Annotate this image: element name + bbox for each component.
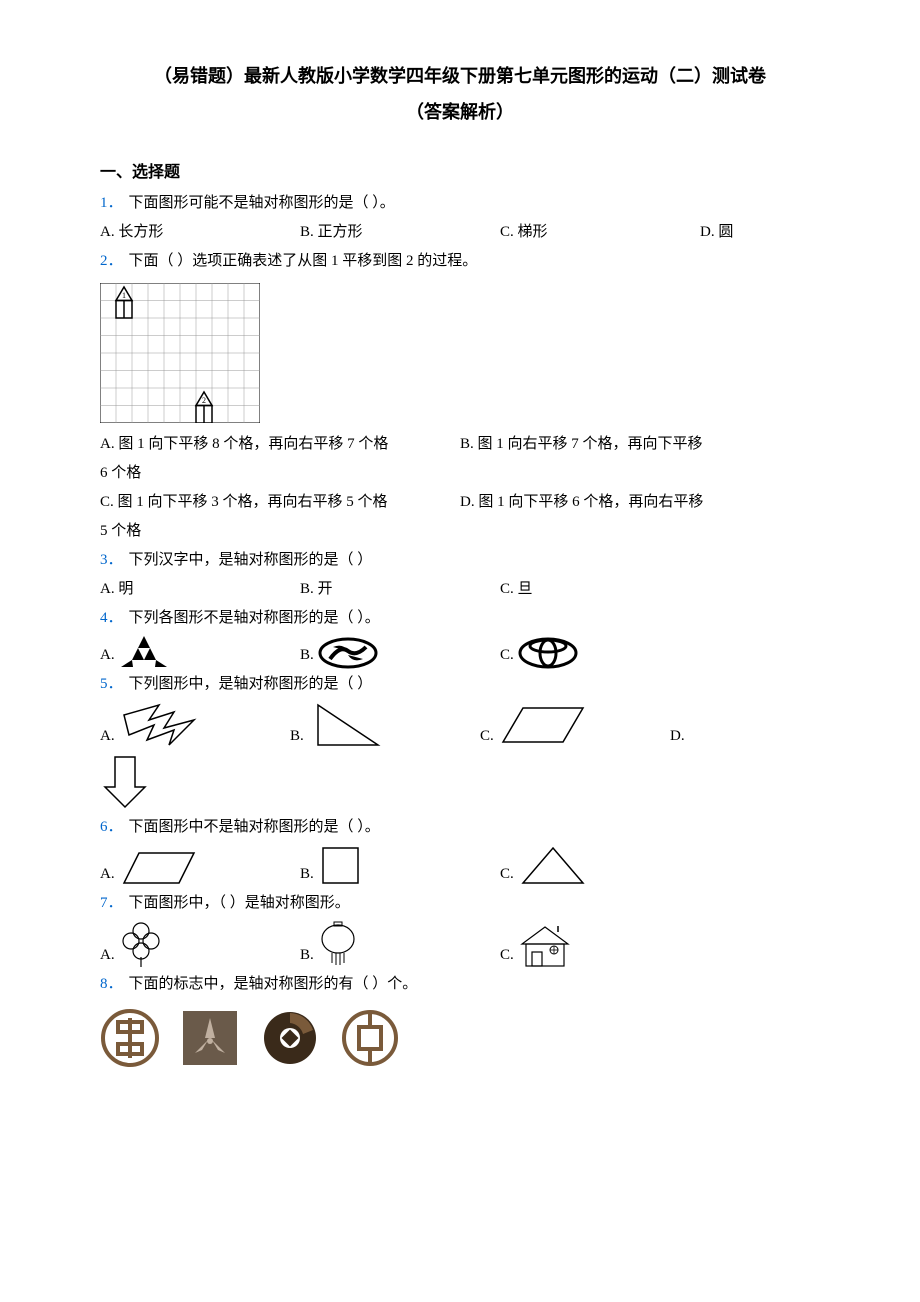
mitsubishi-icon	[119, 634, 169, 669]
opt-C: C.	[480, 700, 670, 750]
opt-C: C.	[500, 919, 700, 969]
q5-d-figure	[100, 752, 820, 812]
page-subtitle: （答案解析）	[100, 96, 820, 128]
down-arrow-icon	[100, 752, 150, 812]
opt-D: D. 图 1 向下平移 6 个格，再向右平移	[460, 489, 703, 516]
q1-options: A. 长方形 B. 正方形 C. 梯形 D. 圆	[100, 219, 820, 246]
opt-label: B.	[290, 723, 304, 750]
opt-label: D.	[670, 723, 685, 750]
opt-label: B.	[300, 642, 314, 669]
question-3: 3． 下列汉字中，是轴对称图形的是（ ）	[100, 547, 820, 574]
q8-logos	[100, 1008, 820, 1068]
opt-A: A. 长方形	[100, 219, 300, 246]
opt-label: C.	[500, 942, 514, 969]
page-title: （易错题）最新人教版小学数学四年级下册第七单元图形的运动（二）测试卷	[100, 60, 820, 92]
svg-text:2: 2	[202, 396, 206, 405]
question-6: 6． 下面图形中不是轴对称图形的是（ ）。	[100, 814, 820, 841]
q5-options: A. B. C. D.	[100, 700, 820, 750]
flower-icon	[119, 919, 164, 969]
opt-label: A.	[100, 642, 115, 669]
opt-D-cont: 5 个格	[100, 518, 820, 545]
opt-label: A.	[100, 942, 115, 969]
opt-B: B.	[290, 700, 480, 750]
q3-options: A. 明 B. 开 C. 旦	[100, 576, 820, 603]
question-7: 7． 下面图形中，（ ）是轴对称图形。	[100, 890, 820, 917]
opt-label: B.	[300, 861, 314, 888]
opt-D: D.	[670, 700, 689, 750]
q-num: 7．	[100, 890, 123, 917]
triangle-icon	[518, 843, 588, 888]
q-num: 5．	[100, 671, 123, 698]
q-text: 下面的标志中，是轴对称图形的有（ ）个。	[129, 971, 418, 998]
q-text: 下列汉字中，是轴对称图形的是（ ）	[129, 547, 373, 574]
opt-A: A. 图 1 向下平移 8 个格，再向右平移 7 个格	[100, 431, 460, 458]
lightning-icon	[119, 700, 199, 750]
opt-B: B. 开	[300, 576, 500, 603]
opt-D: D. 圆	[700, 219, 733, 246]
opt-C: C. 图 1 向下平移 3 个格，再向右平移 5 个格	[100, 489, 460, 516]
opt-label: A.	[100, 861, 115, 888]
q-num: 4．	[100, 605, 123, 632]
opt-label: A.	[100, 723, 115, 750]
opt-B: B.	[300, 634, 500, 669]
opt-A: A.	[100, 634, 300, 669]
opt-B-cont: 6 个格	[100, 460, 820, 487]
q-num: 1．	[100, 190, 123, 217]
q-text: 下列各图形不是轴对称图形的是（ ）。	[129, 605, 380, 632]
parallelogram-icon	[498, 700, 588, 750]
q-num: 6．	[100, 814, 123, 841]
svg-text:1: 1	[122, 291, 126, 300]
ccb-logo-icon	[260, 1008, 320, 1068]
q2-row2: C. 图 1 向下平移 3 个格，再向右平移 5 个格 D. 图 1 向下平移 …	[100, 489, 820, 516]
opt-label: C.	[500, 861, 514, 888]
opt-A: A.	[100, 843, 300, 888]
opt-A: A. 明	[100, 576, 300, 603]
house-icon	[518, 924, 573, 969]
question-8: 8． 下面的标志中，是轴对称图形的有（ ）个。	[100, 971, 820, 998]
question-4: 4． 下列各图形不是轴对称图形的是（ ）。	[100, 605, 820, 632]
opt-B: B. 正方形	[300, 219, 500, 246]
toyota-icon	[518, 637, 578, 669]
square-icon	[318, 843, 363, 888]
opt-B: B. 图 1 向右平移 7 个格，再向下平移	[460, 431, 703, 458]
right-triangle-icon	[308, 700, 388, 750]
leaf-logo-icon	[180, 1008, 240, 1068]
question-5: 5． 下列图形中，是轴对称图形的是（ ）	[100, 671, 820, 698]
q-num: 8．	[100, 971, 123, 998]
opt-label: C.	[500, 642, 514, 669]
parallelogram-icon	[119, 848, 199, 888]
q-text: 下面图形中，（ ）是轴对称图形。	[129, 890, 350, 917]
opt-label: B.	[300, 942, 314, 969]
opt-A: A.	[100, 919, 300, 969]
opt-C: C. 旦	[500, 576, 700, 603]
opt-B: B.	[300, 843, 500, 888]
q2-figure: 1 2	[100, 283, 820, 423]
q-text: 下面图形可能不是轴对称图形的是（ ）。	[129, 190, 395, 217]
question-1: 1． 下面图形可能不是轴对称图形的是（ ）。	[100, 190, 820, 217]
q-text: 下面图形中不是轴对称图形的是（ ）。	[129, 814, 380, 841]
q-text: 下列图形中，是轴对称图形的是（ ）	[129, 671, 373, 698]
opt-A: A.	[100, 700, 290, 750]
q7-options: A. B. C.	[100, 919, 820, 969]
opt-C: C. 梯形	[500, 219, 700, 246]
q-num: 3．	[100, 547, 123, 574]
q-text: 下面（ ）选项正确表述了从图 1 平移到图 2 的过程。	[129, 248, 478, 275]
opt-label: C.	[480, 723, 494, 750]
q-num: 2．	[100, 248, 123, 275]
q2-row1: A. 图 1 向下平移 8 个格，再向右平移 7 个格 B. 图 1 向右平移 …	[100, 431, 820, 458]
question-2: 2． 下面（ ）选项正确表述了从图 1 平移到图 2 的过程。	[100, 248, 820, 275]
opt-C: C.	[500, 634, 700, 669]
icbc-logo-icon	[100, 1008, 160, 1068]
opt-B: B.	[300, 919, 500, 969]
opt-C: C.	[500, 843, 700, 888]
boc-logo-icon	[340, 1008, 400, 1068]
hyundai-icon	[318, 637, 378, 669]
q4-options: A. B. C.	[100, 634, 820, 669]
q6-options: A. B. C.	[100, 843, 820, 888]
section-header: 一、选择题	[100, 159, 820, 188]
lantern-icon	[318, 919, 358, 969]
